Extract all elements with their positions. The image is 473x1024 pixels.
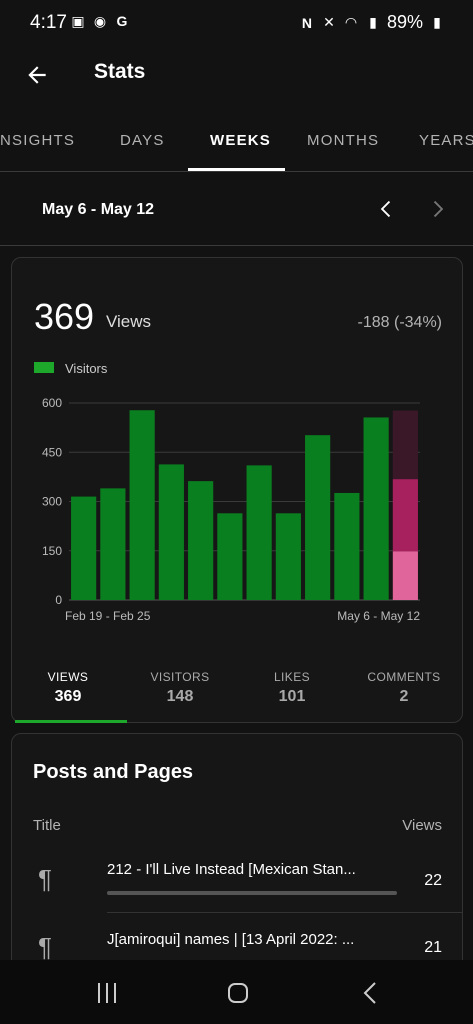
stat-value: 2 <box>399 688 409 705</box>
chevron-left-icon <box>363 982 376 1004</box>
x-tick-label-last: May 6 - May 12 <box>337 609 420 623</box>
stat-likes[interactable]: LIKES 101 <box>236 670 348 706</box>
stat-visitors[interactable]: VISITORS 148 <box>124 670 236 706</box>
bar-segment-low <box>392 551 418 600</box>
column-views: Views <box>402 817 442 834</box>
stat-views[interactable]: VIEWS 369 <box>12 670 124 706</box>
home-icon <box>228 983 248 1003</box>
stat-comments[interactable]: COMMENTS 2 <box>348 670 460 706</box>
views-change: -188 (-34%) <box>357 314 442 331</box>
recent-apps-button[interactable] <box>92 978 122 1008</box>
paragraph-icon: ¶ <box>38 932 52 962</box>
stat-label: VISITORS <box>150 670 210 684</box>
posts-title: Posts and Pages <box>33 761 194 783</box>
status-system-icons: N ✕ ◠ ▮ 89% ▮ <box>299 12 445 33</box>
status-notification-icons: ▣ ◉ G <box>70 12 130 30</box>
battery-icon: ▮ <box>433 14 441 30</box>
views-card: 369 Views -188 (-34%) Visitors 0 150 300 45… <box>11 257 463 723</box>
post-views-bar <box>107 891 397 895</box>
post-views: 22 <box>424 872 442 889</box>
bar-segment-top <box>392 410 418 480</box>
chart-bar <box>246 465 272 600</box>
views-total: 369 <box>34 296 95 337</box>
tab-weeks[interactable]: WEEKS <box>210 132 272 149</box>
x-tick-label-first: Feb 19 - Feb 25 <box>65 609 151 623</box>
home-button[interactable] <box>223 978 253 1008</box>
app-icon: ◉ <box>93 12 107 29</box>
tab-months[interactable]: MONTHS <box>307 132 380 149</box>
tab-indicator <box>188 168 285 171</box>
previous-period-button[interactable] <box>372 194 402 224</box>
back-button[interactable] <box>20 58 54 92</box>
chart-bar <box>158 464 184 600</box>
y-tick-label: 0 <box>55 593 62 607</box>
paragraph-icon: ¶ <box>38 864 52 894</box>
page-title: Stats <box>94 60 146 83</box>
recents-icon <box>98 983 116 1003</box>
legend-swatch <box>34 362 54 373</box>
stat-indicator <box>15 720 127 723</box>
bar-segment-mid <box>392 479 418 552</box>
chart-bar <box>363 417 389 600</box>
stat-label: COMMENTS <box>367 670 441 684</box>
tab-days[interactable]: DAYS <box>120 132 165 149</box>
legend-label: Visitors <box>65 361 108 376</box>
chart-bar <box>71 496 97 600</box>
battery-percent: 89% <box>386 12 423 32</box>
divider <box>0 171 473 172</box>
stat-label: VIEWS <box>47 670 89 684</box>
date-row: May 6 - May 12 <box>0 176 473 244</box>
y-tick-label: 450 <box>42 445 62 459</box>
chart-bar <box>305 435 331 600</box>
row-divider <box>107 912 462 913</box>
system-navigation-bar <box>0 960 473 1024</box>
wifi-icon: ◠ <box>345 14 357 30</box>
next-period-button[interactable] <box>422 194 452 224</box>
posts-card: Posts and Pages Title Views ¶ 212 - I'll… <box>11 733 463 995</box>
stat-tabs: VIEWS 369 VISITORS 148 LIKES 101 COMMENT… <box>12 666 462 724</box>
chart-bar <box>334 492 360 600</box>
gallery-icon: ▣ <box>71 12 85 29</box>
period-tabs: NSIGHTS DAYS WEEKS MONTHS YEARS <box>0 118 473 172</box>
post-views: 21 <box>424 939 442 956</box>
stat-value: 101 <box>278 688 306 705</box>
y-tick-label: 300 <box>42 495 62 509</box>
signal-icon: ▮ <box>369 14 377 30</box>
divider <box>0 245 473 246</box>
column-title: Title <box>33 817 61 834</box>
chevron-left-icon <box>380 200 391 218</box>
chart-bar <box>275 513 301 600</box>
app-bar: Stats <box>0 46 473 102</box>
status-time: 4:17 <box>30 12 67 33</box>
chevron-right-icon <box>433 200 444 218</box>
chart-bar <box>100 488 126 600</box>
views-chart[interactable]: 0 150 300 450 600 Feb 19 - Feb 25 May 6 - May … <box>12 388 462 628</box>
tab-insights[interactable]: NSIGHTS <box>0 132 76 149</box>
chart-bar <box>217 513 243 600</box>
date-range-label: May 6 - May 12 <box>42 201 155 218</box>
stat-value: 148 <box>166 688 194 705</box>
post-title[interactable]: J[amiroqui] names | [13 April 2022: ... <box>107 931 355 948</box>
mute-icon: ✕ <box>323 14 335 30</box>
arrow-left-icon <box>28 66 46 84</box>
nfc-icon: N <box>301 14 313 31</box>
stat-label: LIKES <box>273 670 311 684</box>
google-icon: G <box>116 13 128 29</box>
y-tick-label: 600 <box>42 396 62 410</box>
views-label: Views <box>106 312 152 331</box>
post-title[interactable]: 212 - I'll Live Instead [Mexican Stan... <box>107 861 356 878</box>
chart-bar <box>129 410 155 600</box>
y-tick-label: 150 <box>42 544 62 558</box>
tab-years[interactable]: YEARS <box>419 132 473 149</box>
system-back-button[interactable] <box>356 978 386 1008</box>
status-bar: 4:17 ▣ ◉ G N ✕ ◠ ▮ 89% ▮ <box>0 0 473 46</box>
chart-bar <box>188 481 214 600</box>
stat-value: 369 <box>54 688 82 705</box>
